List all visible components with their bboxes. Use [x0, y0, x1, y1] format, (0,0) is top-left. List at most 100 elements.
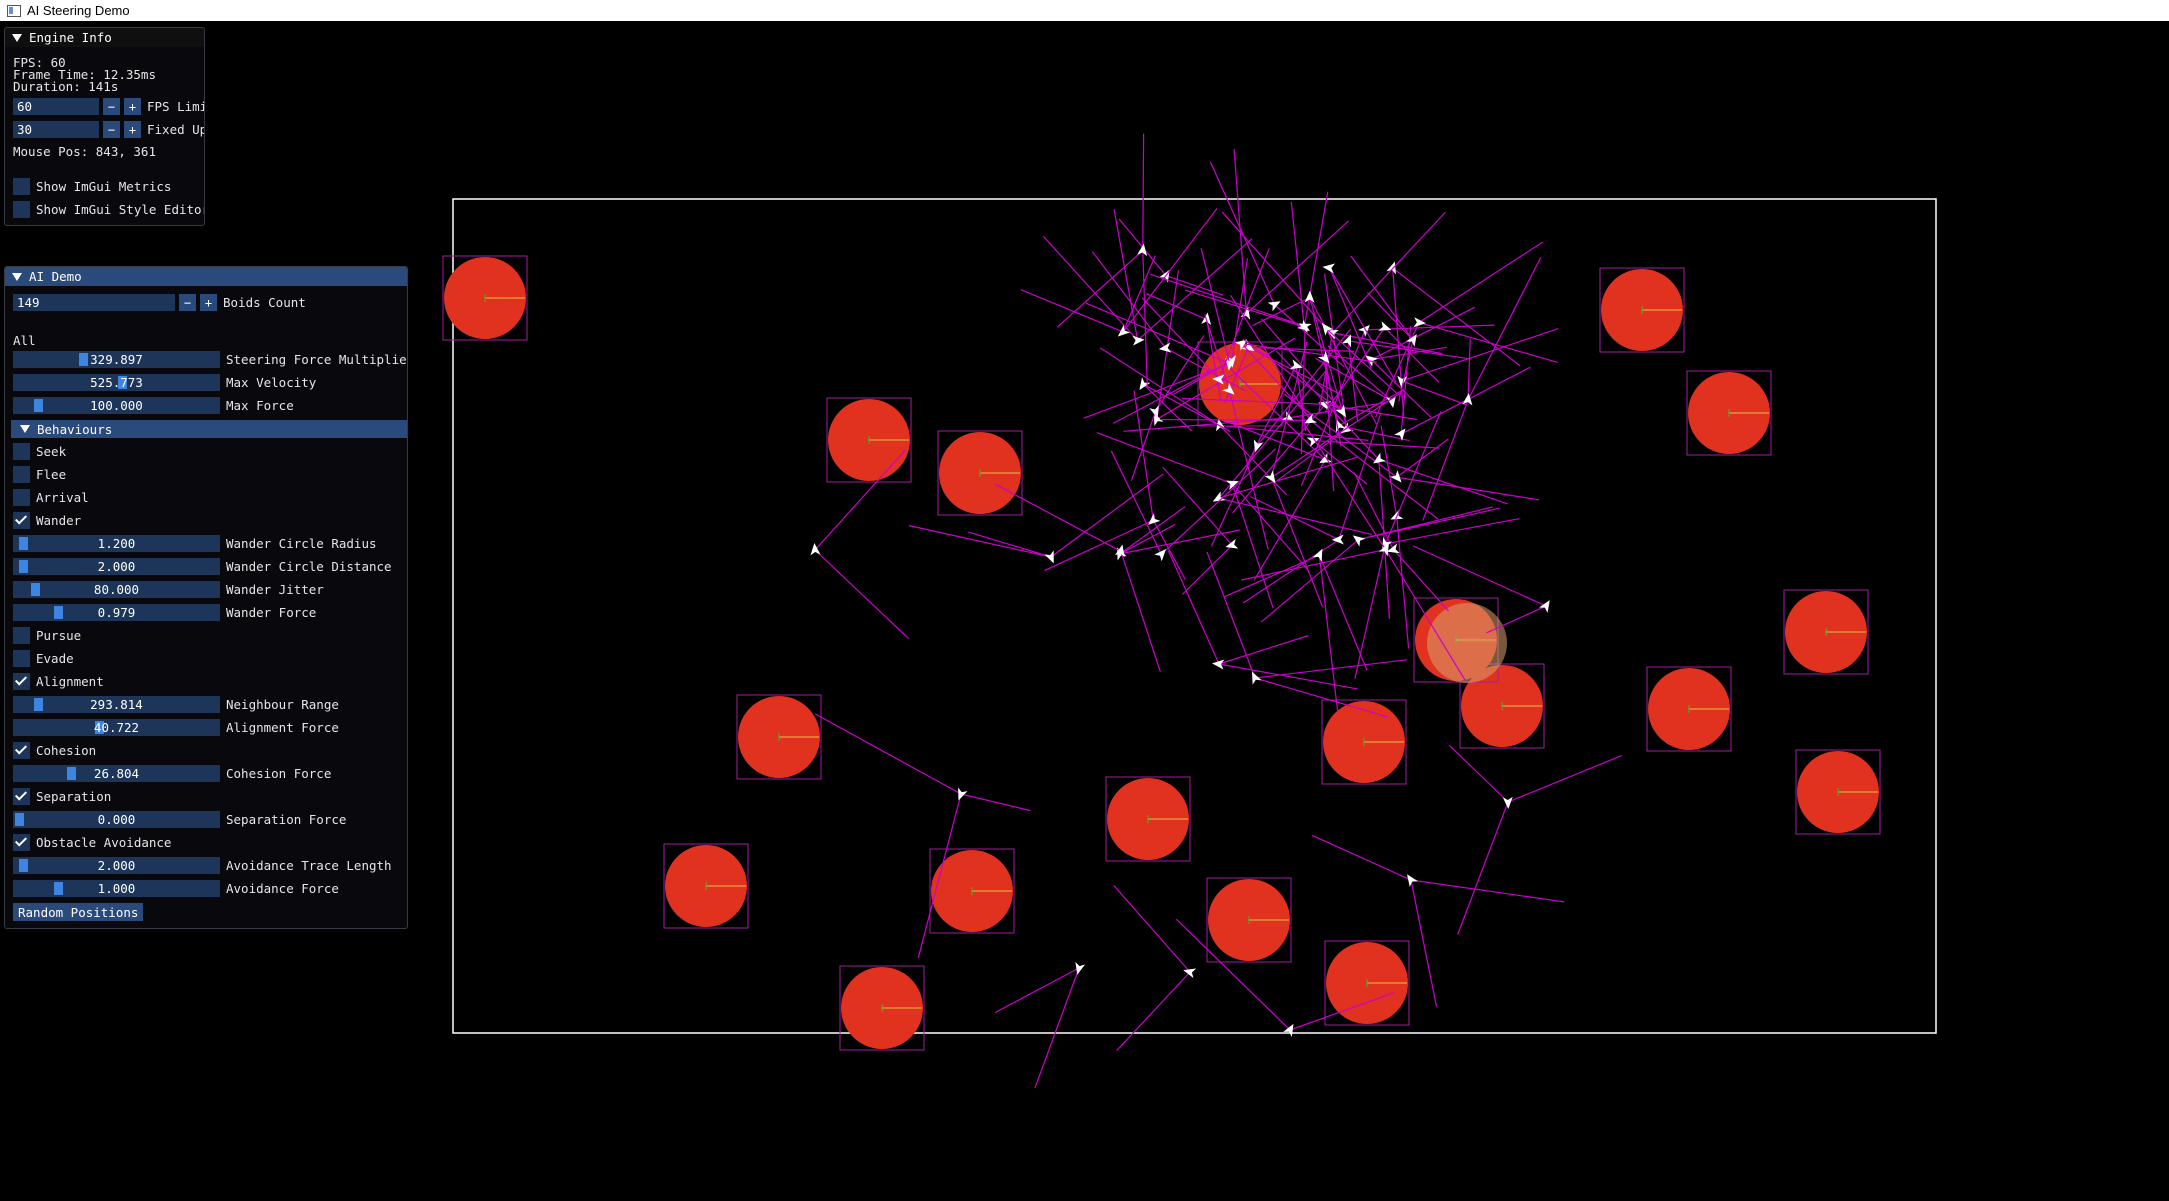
slider-grab[interactable]	[117, 376, 127, 389]
obstacle-avoidance-toggle[interactable]: Obstacle Avoidance	[13, 834, 171, 851]
random-positions-button[interactable]: Random Positions	[13, 903, 144, 921]
flee-checkbox[interactable]	[13, 466, 30, 483]
max-force-slider[interactable]: 100.000	[13, 397, 220, 414]
seek-checkbox[interactable]	[13, 443, 30, 460]
separation-checkbox[interactable]	[13, 788, 30, 805]
alignment-force-value: 40.722	[93, 720, 140, 735]
collapse-arrow-icon[interactable]	[20, 425, 30, 433]
pursue-checkbox[interactable]	[13, 627, 30, 644]
boid-arrow	[1298, 323, 1312, 333]
fps-limit-input[interactable]: 60	[13, 98, 99, 115]
arrival-checkbox[interactable]	[13, 489, 30, 506]
wander-jitter-slider[interactable]: 80.000	[13, 581, 220, 598]
engine-info-window[interactable]: Engine Info FPS: 60 Frame Time: 12.35ms …	[4, 27, 205, 226]
engine-info-titlebar[interactable]: Engine Info	[5, 28, 204, 47]
steering-force-multiplier-row: 329.897 Steering Force Multiplier	[13, 351, 407, 368]
wander-force-slider[interactable]: 0.979	[13, 604, 220, 621]
fps-limit-decrement-button[interactable]: −	[103, 98, 120, 115]
wander-toggle[interactable]: Wander	[13, 512, 81, 529]
boid-trace	[1113, 884, 1191, 973]
fixed-update-decrement-button[interactable]: −	[103, 121, 120, 138]
boid	[1448, 744, 1622, 935]
boid-trace	[1116, 971, 1191, 1052]
boid-arrow	[1139, 377, 1151, 391]
boid	[1354, 411, 1520, 679]
show-style-editor-toggle[interactable]: Show ImGui Style Editor	[13, 201, 204, 218]
seek-toggle[interactable]: Seek	[13, 443, 66, 460]
boids-count-increment-button[interactable]: +	[200, 294, 217, 311]
boid-trace	[1324, 357, 1342, 447]
boid-trace	[1358, 506, 1493, 541]
flee-toggle[interactable]: Flee	[13, 466, 66, 483]
boid-trace	[1206, 551, 1256, 679]
slider-grab[interactable]	[67, 767, 77, 780]
boid	[1204, 314, 1269, 550]
boid-trace	[1143, 383, 1231, 432]
boids-count-decrement-button[interactable]: −	[179, 294, 196, 311]
slider-grab[interactable]	[79, 353, 89, 366]
boid-arrow	[1413, 317, 1426, 328]
wander-circle-distance-slider[interactable]: 2.000	[13, 558, 220, 575]
boids-count-input[interactable]: 149	[13, 294, 175, 311]
obstacle	[826, 397, 912, 483]
alignment-force-slider[interactable]: 40.722	[13, 719, 220, 736]
obstacle-avoidance-checkbox[interactable]	[13, 834, 30, 851]
frame-time-readout: Frame Time: 12.35ms	[13, 67, 156, 82]
max-velocity-slider[interactable]: 525.773	[13, 374, 220, 391]
separation-force-slider[interactable]: 0.000	[13, 811, 220, 828]
cohesion-force-slider[interactable]: 26.804	[13, 765, 220, 782]
flee-label: Flee	[36, 467, 67, 482]
boid-trace	[1159, 418, 1311, 421]
slider-grab[interactable]	[34, 698, 44, 711]
boid	[1224, 548, 1368, 713]
boid-arrow	[1149, 405, 1159, 419]
slider-grab[interactable]	[18, 537, 28, 550]
boid-arrow	[1137, 243, 1148, 257]
collapse-arrow-icon[interactable]	[12, 33, 22, 42]
slider-grab[interactable]	[18, 859, 28, 872]
boid-arrow	[1154, 549, 1167, 562]
neighbour-range-slider[interactable]: 293.814	[13, 696, 220, 713]
boid-trace	[1384, 327, 1440, 383]
wander-checkbox[interactable]	[13, 512, 30, 529]
pursue-toggle[interactable]: Pursue	[13, 627, 81, 644]
boid	[1118, 218, 1224, 296]
alignment-toggle[interactable]: Alignment	[13, 673, 104, 690]
fixed-update-input[interactable]: 30	[13, 121, 99, 138]
slider-grab[interactable]	[53, 606, 63, 619]
collapse-arrow-icon[interactable]	[12, 272, 22, 281]
evade-toggle[interactable]: Evade	[13, 650, 74, 667]
boid-trace	[1218, 456, 1358, 499]
behaviours-header[interactable]: Behaviours	[11, 420, 407, 438]
arrival-toggle[interactable]: Arrival	[13, 489, 89, 506]
boid-arrow	[1352, 535, 1366, 547]
avoidance-trace-length-slider[interactable]: 2.000	[13, 857, 220, 874]
boid-trace	[1165, 275, 1224, 296]
boid-arrow	[1312, 548, 1323, 562]
ai-demo-titlebar[interactable]: AI Demo	[5, 267, 407, 286]
steering-force-multiplier-slider[interactable]: 329.897	[13, 351, 220, 368]
slider-grab[interactable]	[15, 813, 24, 826]
cohesion-checkbox[interactable]	[13, 742, 30, 759]
show-metrics-toggle[interactable]: Show ImGui Metrics	[13, 178, 171, 195]
slider-grab[interactable]	[30, 583, 40, 596]
avoidance-force-slider[interactable]: 1.000	[13, 880, 220, 897]
cohesion-toggle[interactable]: Cohesion	[13, 742, 96, 759]
fps-limit-increment-button[interactable]: +	[124, 98, 141, 115]
fixed-update-increment-button[interactable]: +	[124, 121, 141, 138]
slider-grab[interactable]	[34, 399, 44, 412]
boid-arrow	[1183, 968, 1197, 979]
show-style-editor-checkbox[interactable]	[13, 201, 30, 218]
separation-toggle[interactable]: Separation	[13, 788, 111, 805]
boid-trace	[1260, 539, 1359, 623]
alignment-checkbox[interactable]	[13, 673, 30, 690]
slider-grab[interactable]	[53, 882, 63, 895]
show-metrics-checkbox[interactable]	[13, 178, 30, 195]
wander-circle-radius-slider[interactable]: 1.200	[13, 535, 220, 552]
slider-grab[interactable]	[18, 560, 28, 573]
ai-demo-window[interactable]: AI Demo 149 − + Boids Count All 329.897 …	[4, 266, 408, 929]
slider-grab[interactable]	[94, 721, 104, 734]
evade-checkbox[interactable]	[13, 650, 30, 667]
duration-readout: Duration: 141s	[13, 79, 119, 94]
